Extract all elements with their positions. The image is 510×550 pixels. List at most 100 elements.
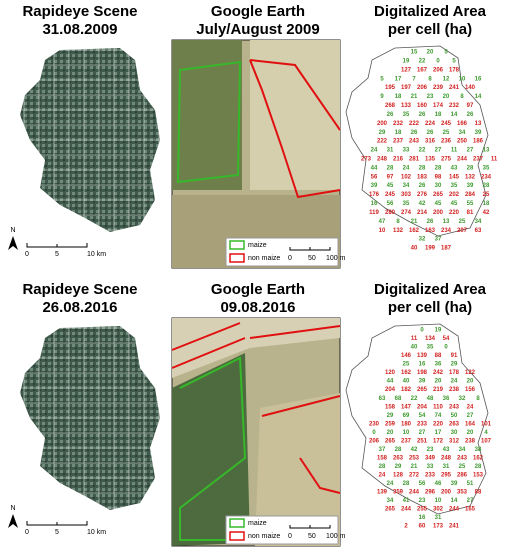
cell-value: 173 — [433, 524, 444, 530]
cell-value: 23 — [427, 447, 434, 453]
field — [172, 353, 250, 546]
cell-value: 37 — [435, 237, 442, 243]
cell-value: 197 — [401, 85, 412, 91]
earth-date: July/August 2009 — [196, 21, 319, 38]
cell-value: 12 — [443, 76, 450, 82]
cell-value: 46 — [435, 481, 442, 487]
cell-value: 55 — [467, 201, 474, 207]
cell-value: 47 — [379, 219, 386, 225]
cell-value: 45 — [387, 183, 394, 189]
cell-value: 233 — [417, 421, 428, 427]
cell-value: 232 — [393, 121, 404, 127]
cell-value: 216 — [393, 156, 404, 162]
cell-value: 13 — [443, 219, 450, 225]
legend-maize — [229, 240, 245, 250]
cell-value: 195 — [385, 85, 396, 91]
cell-value: 30 — [451, 430, 458, 436]
cell-value: 14 — [451, 112, 458, 118]
cell-value: 244 — [449, 507, 460, 513]
map-grid — [20, 326, 160, 510]
cell-value: 26 — [419, 112, 426, 118]
cell-value: 248 — [377, 156, 388, 162]
cell-value: 359 — [393, 489, 404, 495]
cell-value: 242 — [433, 370, 444, 376]
cell-value: 26 — [427, 219, 434, 225]
scale-bar — [26, 521, 88, 526]
cell-value: 39 — [371, 183, 378, 189]
cell-value: 13 — [475, 121, 482, 127]
cell-value: 176 — [369, 192, 380, 198]
cell-value: 22 — [419, 58, 426, 64]
area-title: Digitalized Area — [374, 281, 487, 298]
cell-value: 296 — [425, 489, 436, 495]
cell-value: 186 — [473, 139, 484, 145]
cell-value: 81 — [467, 210, 474, 216]
scale-bar — [289, 247, 331, 251]
legend-label: non maize — [248, 255, 280, 262]
cell-value: 24 — [403, 165, 410, 171]
cell-value: 8 — [396, 219, 400, 225]
cell-value: 165 — [465, 507, 476, 513]
cell-value: 248 — [441, 455, 452, 461]
cell-value: 10 — [435, 498, 442, 504]
cell-value: 16 — [419, 362, 426, 368]
legend-label: maize — [248, 520, 267, 527]
cell-value: 5 — [452, 58, 456, 64]
cell-value: 74 — [435, 413, 442, 419]
earth-title: Google Earth — [211, 3, 305, 20]
cell-value: 238 — [465, 438, 476, 444]
cell-value: 11 — [451, 148, 458, 154]
field — [172, 40, 242, 190]
cell-value: 68 — [395, 396, 402, 402]
cell-value: 41 — [403, 498, 410, 504]
cell-value: 206 — [433, 67, 444, 73]
cell-value: 56 — [419, 481, 426, 487]
scene-date: 31.08.2009 — [42, 21, 117, 38]
cell-value: 303 — [401, 192, 412, 198]
cell-value: 20 — [467, 379, 474, 385]
cell-value: 69 — [403, 413, 410, 419]
scale-label: 0 — [25, 251, 29, 258]
cell-value: 39 — [419, 379, 426, 385]
field — [255, 393, 340, 546]
cell-value: 237 — [393, 139, 404, 145]
cell-value: 42 — [419, 201, 426, 207]
legend-maize — [229, 518, 245, 528]
cell-value: 21 — [411, 464, 418, 470]
cell-value: 162 — [409, 228, 420, 234]
scale-label: 0 — [288, 255, 292, 262]
cell-value: 0 — [420, 328, 424, 334]
cell-value: 22 — [419, 148, 426, 154]
cell-value: 200 — [377, 121, 388, 127]
cell-value: 43 — [443, 447, 450, 453]
cell-value: 50 — [451, 413, 458, 419]
cell-value: 42 — [411, 447, 418, 453]
cell-value: 63 — [379, 396, 386, 402]
cell-value: 28 — [395, 447, 402, 453]
legend-non-maize — [229, 253, 245, 263]
cell-value: 20 — [467, 430, 474, 436]
cell-value: 28 — [435, 165, 442, 171]
cell-value: 263 — [449, 421, 460, 427]
cell-value: 18 — [395, 130, 402, 136]
cell-value: 44 — [371, 165, 378, 171]
cell-value: 158 — [377, 455, 388, 461]
cell-value: 265 — [385, 507, 396, 513]
cell-value: 265 — [433, 192, 444, 198]
cell-value: 16 — [371, 201, 378, 207]
cell-value: 232 — [449, 103, 460, 109]
cell-value: 243 — [457, 455, 468, 461]
cell-value: 147 — [401, 404, 412, 410]
cell-value: 16 — [419, 515, 426, 521]
cell-value: 28 — [475, 464, 482, 470]
cell-value: 183 — [417, 174, 428, 180]
cell-value: 42 — [483, 210, 490, 216]
cell-value: 34 — [475, 219, 482, 225]
area-subtitle: per cell (ha) — [388, 21, 472, 38]
earth-date: 09.08.2016 — [220, 299, 295, 316]
cell-value: 48 — [427, 396, 434, 402]
cell-value: 153 — [473, 472, 484, 478]
cell-value: 19 — [435, 328, 442, 334]
cell-value: 24 — [467, 404, 474, 410]
scale-label: 10 km — [87, 529, 106, 536]
